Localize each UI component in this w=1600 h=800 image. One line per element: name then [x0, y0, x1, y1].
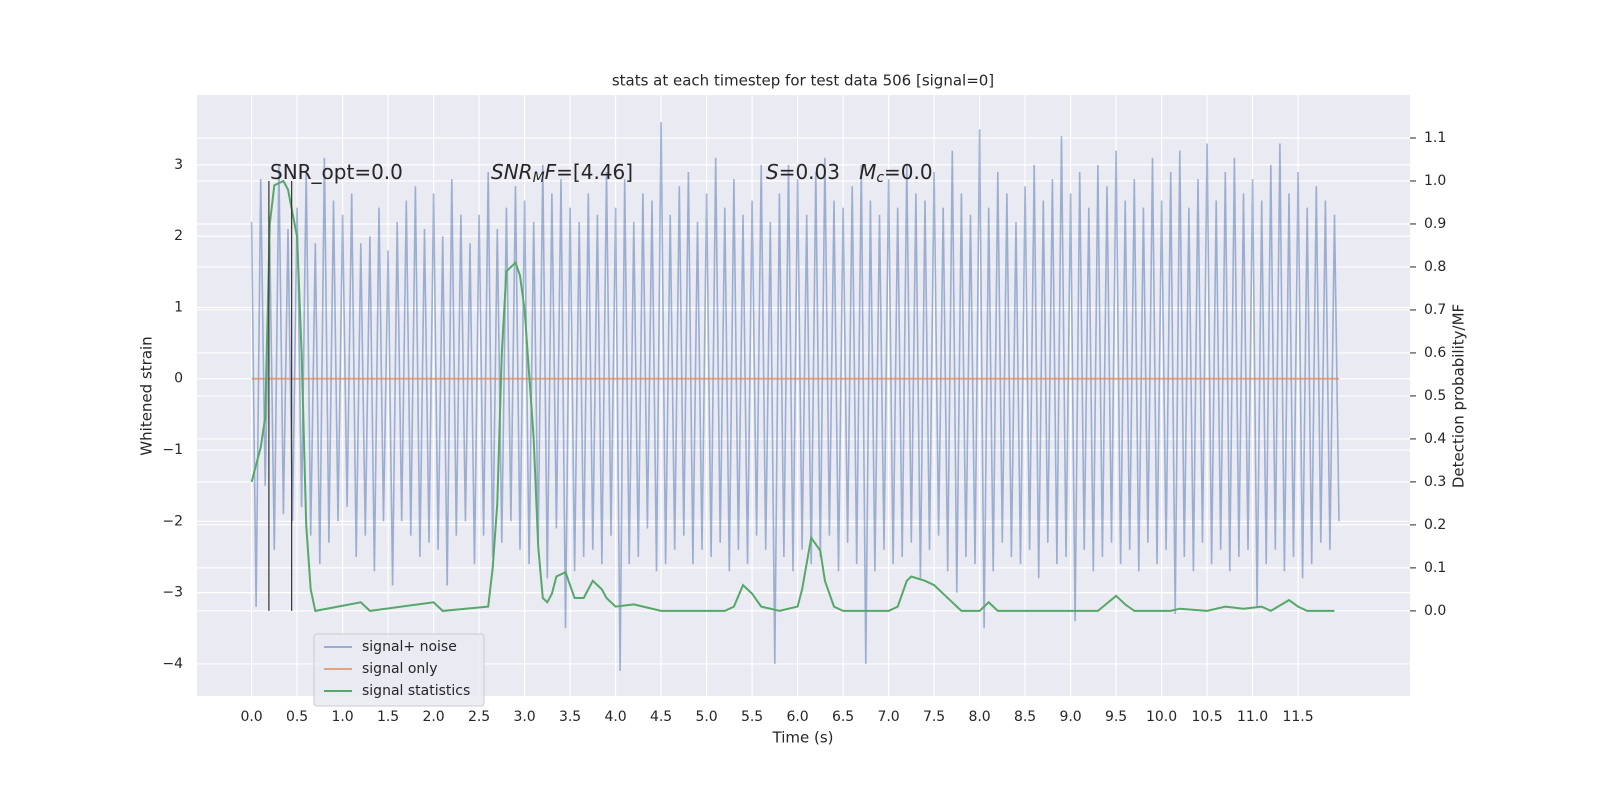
legend-label: signal only [362, 661, 437, 677]
annotation-part: =[4.46] [556, 160, 633, 184]
x-tick-label: 2.0 [422, 709, 444, 725]
x-tick-label: 3.5 [559, 709, 581, 725]
annotation-part: =0.0 [884, 160, 933, 184]
x-tick-label: 1.0 [331, 709, 353, 725]
legend-label: signal statistics [362, 683, 470, 699]
annotation-part: M [859, 160, 876, 184]
y2-tick-label: 1.0 [1424, 173, 1446, 189]
x-tick-label: 3.0 [513, 709, 535, 725]
axes: 0.0 0.5 1.0 1.5 2.0 2.5 3.0 3.5 4.0 4.5 5.0 5.5 6.0 6… [162, 130, 1446, 725]
x-tick-label: 5.0 [695, 709, 717, 725]
y2-tick-label: 0.8 [1424, 259, 1446, 275]
x-tick-label: 10.0 [1146, 709, 1177, 725]
x-tick-label: 0.5 [286, 709, 308, 725]
x-tick-label: 4.0 [604, 709, 626, 725]
y2-tick-label: 0.4 [1424, 431, 1446, 447]
y2-axis-label: Detection probability/MF [1450, 304, 1468, 488]
y-tick-label: −4 [162, 656, 183, 672]
y2-tick-label: 0.2 [1424, 517, 1446, 533]
y2-tick-label: 0.5 [1424, 388, 1446, 404]
annotation-part: SNR [491, 160, 533, 184]
x-tick-label: 9.0 [1059, 709, 1081, 725]
x-tick-label: 6.5 [832, 709, 854, 725]
chart-title: stats at each timestep for test data 506… [612, 72, 994, 90]
y-tick-label: 2 [174, 228, 183, 244]
y-tick-label: 1 [174, 299, 183, 315]
x-tick-label: 1.5 [377, 709, 399, 725]
y-tick-label: 0 [174, 371, 183, 387]
x-tick-label: 0.0 [240, 709, 262, 725]
x-tick-label: 10.5 [1191, 709, 1222, 725]
annotation-part: SNR_opt=0.0 [270, 160, 403, 184]
annotation-part: F [545, 160, 557, 184]
legend-box [313, 633, 485, 707]
x-tick-label: 9.5 [1105, 709, 1127, 725]
annotation: S=0.03 Mc=0.0 [766, 160, 933, 187]
series-line [250, 122, 1340, 672]
annotation-part: M [533, 170, 545, 186]
legend-label: signal+ noise [362, 639, 457, 655]
y-tick-label: 3 [174, 157, 183, 173]
y-axis-label: Whitened strain [138, 336, 156, 455]
x-tick-label: 5.5 [741, 709, 763, 725]
annotation-part: =0.03 [779, 160, 859, 184]
y2-tick-label: 0.7 [1424, 302, 1446, 318]
y2-tick-label: 0.1 [1424, 560, 1446, 576]
y2-tick-label: 0.3 [1424, 474, 1446, 490]
x-tick-label: 11.0 [1237, 709, 1268, 725]
x-axis-label: Time (s) [772, 729, 834, 747]
annotation-part: S [766, 160, 779, 184]
y-tick-label: −3 [162, 585, 183, 601]
y-tick-label: −1 [162, 442, 183, 458]
annotation: SNR_opt=0.0 [270, 160, 403, 184]
annotation-part: c [876, 170, 884, 186]
y2-tick-label: 0.9 [1424, 216, 1446, 232]
x-tick-label: 8.0 [968, 709, 990, 725]
x-tick-label: 11.5 [1282, 709, 1313, 725]
x-tick-label: 7.0 [877, 709, 899, 725]
x-tick-label: 2.5 [468, 709, 490, 725]
y-tick-label: −2 [162, 513, 183, 529]
x-tick-label: 7.5 [923, 709, 945, 725]
marks [250, 122, 1340, 672]
y2-tick-label: 0.0 [1424, 603, 1446, 619]
series-line [250, 179, 1335, 613]
annotation: SNRMF=[4.46] [491, 160, 633, 187]
x-tick-label: 8.5 [1014, 709, 1036, 725]
y2-tick-label: 1.1 [1424, 130, 1446, 146]
y2-tick-label: 0.6 [1424, 345, 1446, 361]
x-tick-label: 4.5 [650, 709, 672, 725]
x-tick-label: 6.0 [786, 709, 808, 725]
